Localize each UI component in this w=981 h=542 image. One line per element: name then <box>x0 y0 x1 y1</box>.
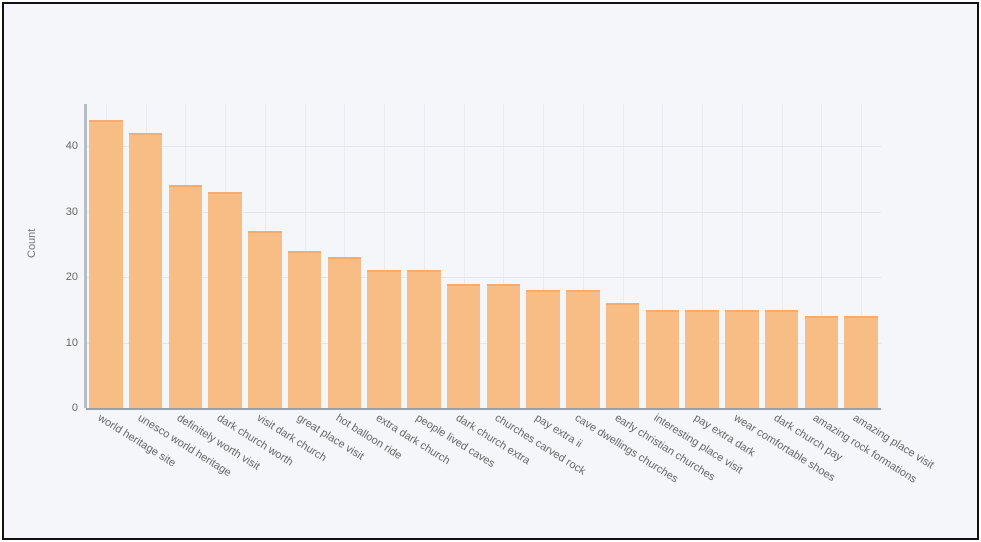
bar[interactable] <box>566 290 600 408</box>
bar[interactable] <box>526 290 560 408</box>
gridline-horizontal <box>86 146 881 147</box>
bar[interactable] <box>685 309 719 408</box>
bar[interactable] <box>327 257 362 408</box>
y-tick-label: 10 <box>65 336 78 349</box>
bar[interactable] <box>804 316 839 408</box>
bar[interactable] <box>89 119 123 408</box>
bar[interactable] <box>844 316 878 408</box>
bar[interactable] <box>248 231 282 408</box>
bar[interactable] <box>446 283 481 408</box>
bar[interactable] <box>128 132 163 408</box>
gridline-horizontal <box>86 342 881 344</box>
bar[interactable] <box>367 270 401 408</box>
bar[interactable] <box>605 303 640 408</box>
bar[interactable] <box>287 250 322 408</box>
gridline-horizontal <box>86 211 881 213</box>
gridline-vertical <box>582 104 584 408</box>
bar[interactable] <box>645 309 680 408</box>
gridline-vertical <box>463 104 465 408</box>
plot-area <box>84 104 881 410</box>
y-axis-line <box>84 104 87 408</box>
bar[interactable] <box>407 270 441 408</box>
y-tick-label: 30 <box>65 205 78 218</box>
y-axis-label: Count <box>26 228 38 258</box>
x-axis-line <box>86 408 881 410</box>
gridline-vertical <box>423 104 425 408</box>
bar[interactable] <box>168 185 203 408</box>
gridline-vertical <box>821 104 823 408</box>
gridline-vertical <box>861 104 863 408</box>
gridline-vertical <box>622 104 624 408</box>
gridline-vertical <box>384 104 386 408</box>
bar[interactable] <box>725 309 759 408</box>
y-tick-label: 40 <box>65 140 78 152</box>
y-tick-label: 20 <box>65 271 78 283</box>
bar[interactable] <box>486 283 521 408</box>
y-tick-label: 0 <box>71 402 78 414</box>
gridline-vertical <box>702 104 704 408</box>
gridline-vertical <box>344 104 346 408</box>
gridline-vertical <box>741 104 743 408</box>
gridline-vertical <box>662 104 664 408</box>
bar[interactable] <box>764 309 799 408</box>
gridline-vertical <box>503 104 505 408</box>
gridline-horizontal <box>86 277 881 278</box>
bar[interactable] <box>208 191 242 408</box>
gridline-vertical <box>781 104 783 408</box>
gridline-vertical <box>543 104 545 408</box>
